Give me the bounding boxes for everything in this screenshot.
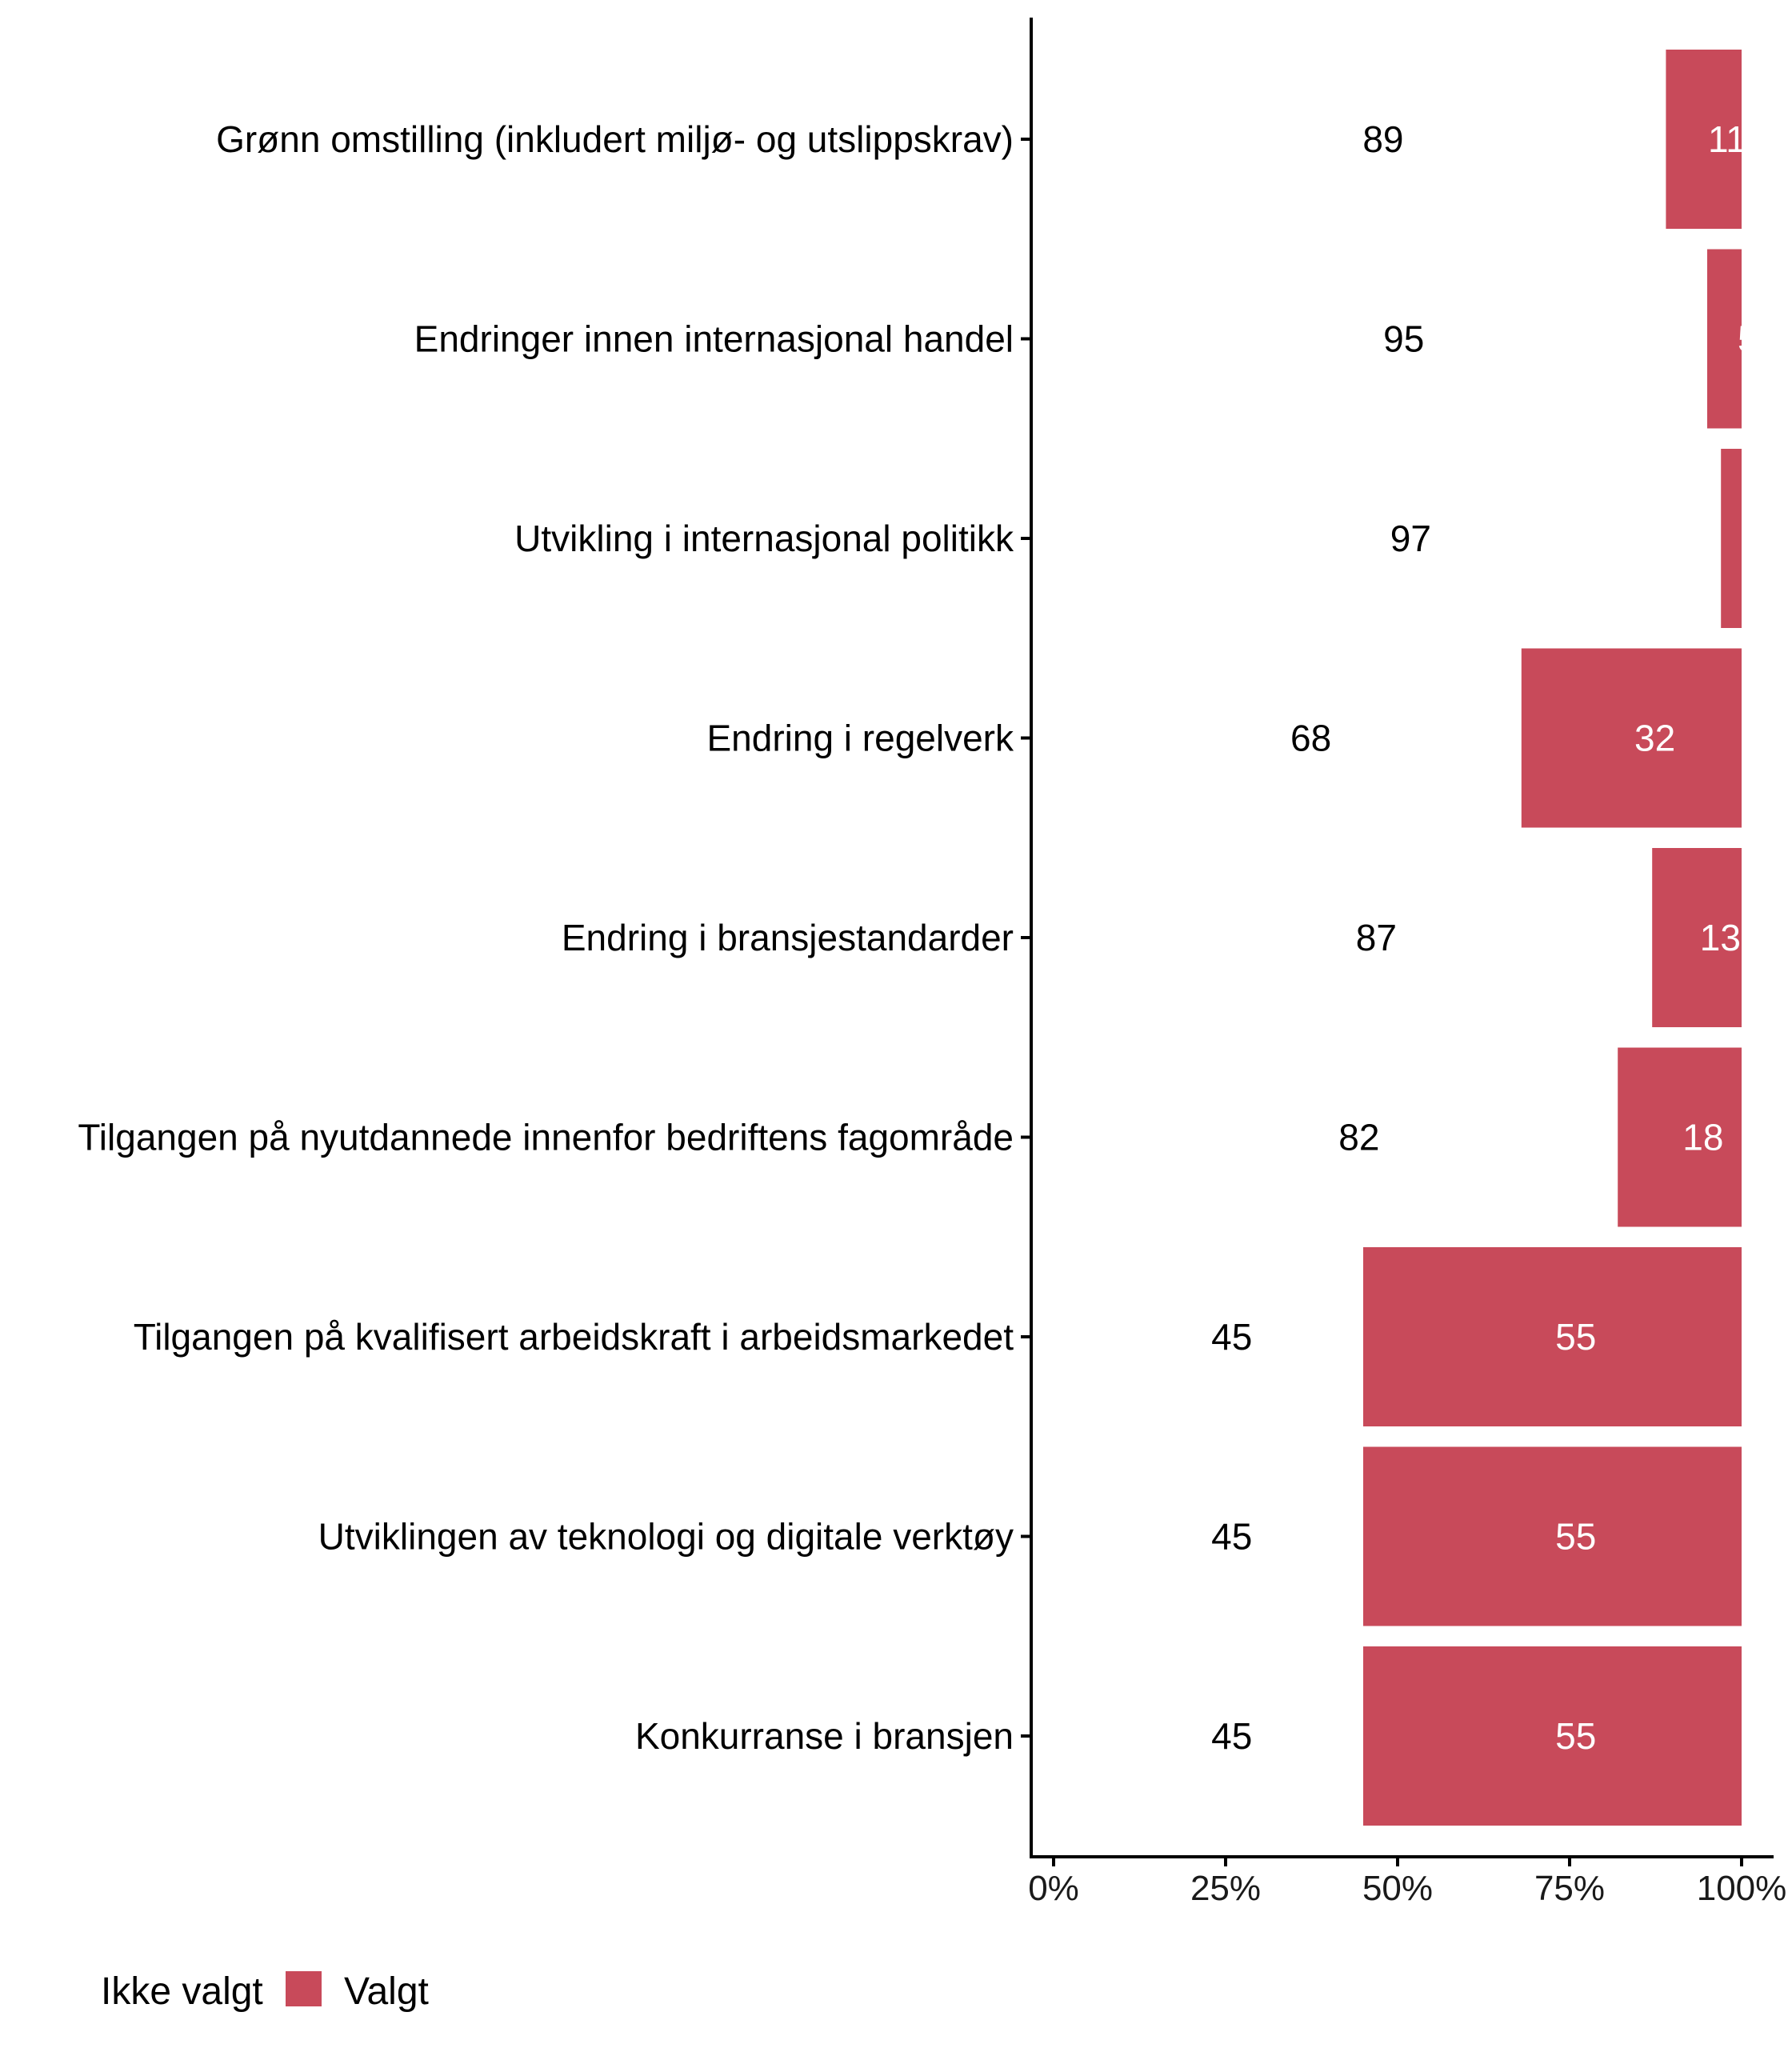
y-tick-label: Utviklingen av teknologi og digitale ver… — [318, 1516, 1014, 1558]
x-axis: 0% 25% 50% 75% 100% — [1028, 1855, 1787, 1908]
value-label-ikke-valgt: 45 — [1211, 1715, 1252, 1757]
y-tick-label: Endringer innen internasjonal handel — [414, 318, 1014, 360]
value-label-ikke-valgt: 87 — [1356, 917, 1397, 958]
bar-segment-valgt — [1721, 449, 1742, 628]
bar-segment-valgt — [1363, 1247, 1742, 1426]
y-tick-label: Utvikling i internasjonal politikk — [514, 518, 1014, 559]
value-label-valgt: 55 — [1555, 1516, 1596, 1558]
legend-label-valgt: Valgt — [344, 1970, 429, 2013]
value-label-valgt: 32 — [1634, 718, 1675, 759]
value-label-ikke-valgt: 97 — [1390, 518, 1431, 559]
value-label-ikke-valgt: 82 — [1338, 1117, 1379, 1158]
bar-segment-valgt — [1707, 249, 1742, 429]
legend-key-valgt — [286, 1971, 322, 2006]
x-tick-label: 0% — [1028, 1869, 1079, 1908]
value-label-valgt: 55 — [1555, 1715, 1596, 1757]
bar-segment-ikke-valgt — [1054, 848, 1653, 1027]
bar-segment-valgt — [1363, 1646, 1742, 1826]
value-label-valgt: 3 — [1745, 518, 1766, 559]
x-tick-label: 100% — [1697, 1869, 1787, 1908]
x-tick-label: 75% — [1534, 1869, 1605, 1908]
bar-segment-ikke-valgt — [1054, 449, 1722, 628]
y-tick-label: Grønn omstilling (inkludert miljø- og ut… — [216, 118, 1014, 160]
value-label-ikke-valgt: 95 — [1383, 318, 1424, 360]
bar-segment-valgt — [1521, 648, 1742, 828]
bar-segment-ikke-valgt — [1054, 648, 1522, 828]
bar-segment-valgt — [1363, 1446, 1742, 1626]
y-tick-label: Endring i regelverk — [706, 718, 1014, 759]
y-tick-label: Tilgangen på nyutdannede innenfor bedrif… — [78, 1117, 1014, 1158]
value-labels-layer: 89 11 95 5 97 3 68 32 87 13 82 18 45 55 45 55 45 55 — [1211, 118, 1765, 1757]
bar-segment-ikke-valgt — [1054, 1446, 1363, 1626]
value-label-valgt: 5 — [1738, 318, 1758, 360]
y-tick-label: Endring i bransjestandarder — [562, 917, 1014, 958]
bar-segment-ikke-valgt — [1054, 249, 1707, 429]
x-tick-label: 50% — [1362, 1869, 1433, 1908]
value-label-valgt: 55 — [1555, 1316, 1596, 1358]
bar-segment-valgt — [1618, 1047, 1742, 1227]
value-label-valgt: 13 — [1700, 917, 1741, 958]
bars-layer — [1054, 50, 1742, 1826]
value-label-ikke-valgt: 89 — [1362, 118, 1403, 160]
bar-segment-valgt — [1666, 50, 1742, 229]
value-label-valgt: 18 — [1682, 1117, 1723, 1158]
value-label-ikke-valgt: 45 — [1211, 1316, 1252, 1358]
bar-segment-ikke-valgt — [1054, 1646, 1363, 1826]
bar-segment-ikke-valgt — [1054, 50, 1666, 229]
value-label-ikke-valgt: 68 — [1290, 718, 1331, 759]
bar-segment-valgt — [1652, 848, 1742, 1027]
legend-label-ikke-valgt: Ikke valgt — [101, 1970, 263, 2013]
legend: Ikke valgt Valgt — [101, 1970, 429, 2013]
y-axis: Grønn omstilling (inkludert miljø- og ut… — [78, 18, 1033, 1858]
y-tick-label: Tilgangen på kvalifisert arbeidskraft i … — [134, 1316, 1014, 1358]
value-label-valgt: 11 — [1708, 118, 1746, 160]
x-tick-label: 25% — [1190, 1869, 1261, 1908]
value-label-ikke-valgt: 45 — [1211, 1516, 1252, 1558]
bar-segment-ikke-valgt — [1054, 1047, 1618, 1227]
bar-segment-ikke-valgt — [1054, 1247, 1363, 1426]
y-tick-label: Konkurranse i bransjen — [635, 1715, 1014, 1757]
